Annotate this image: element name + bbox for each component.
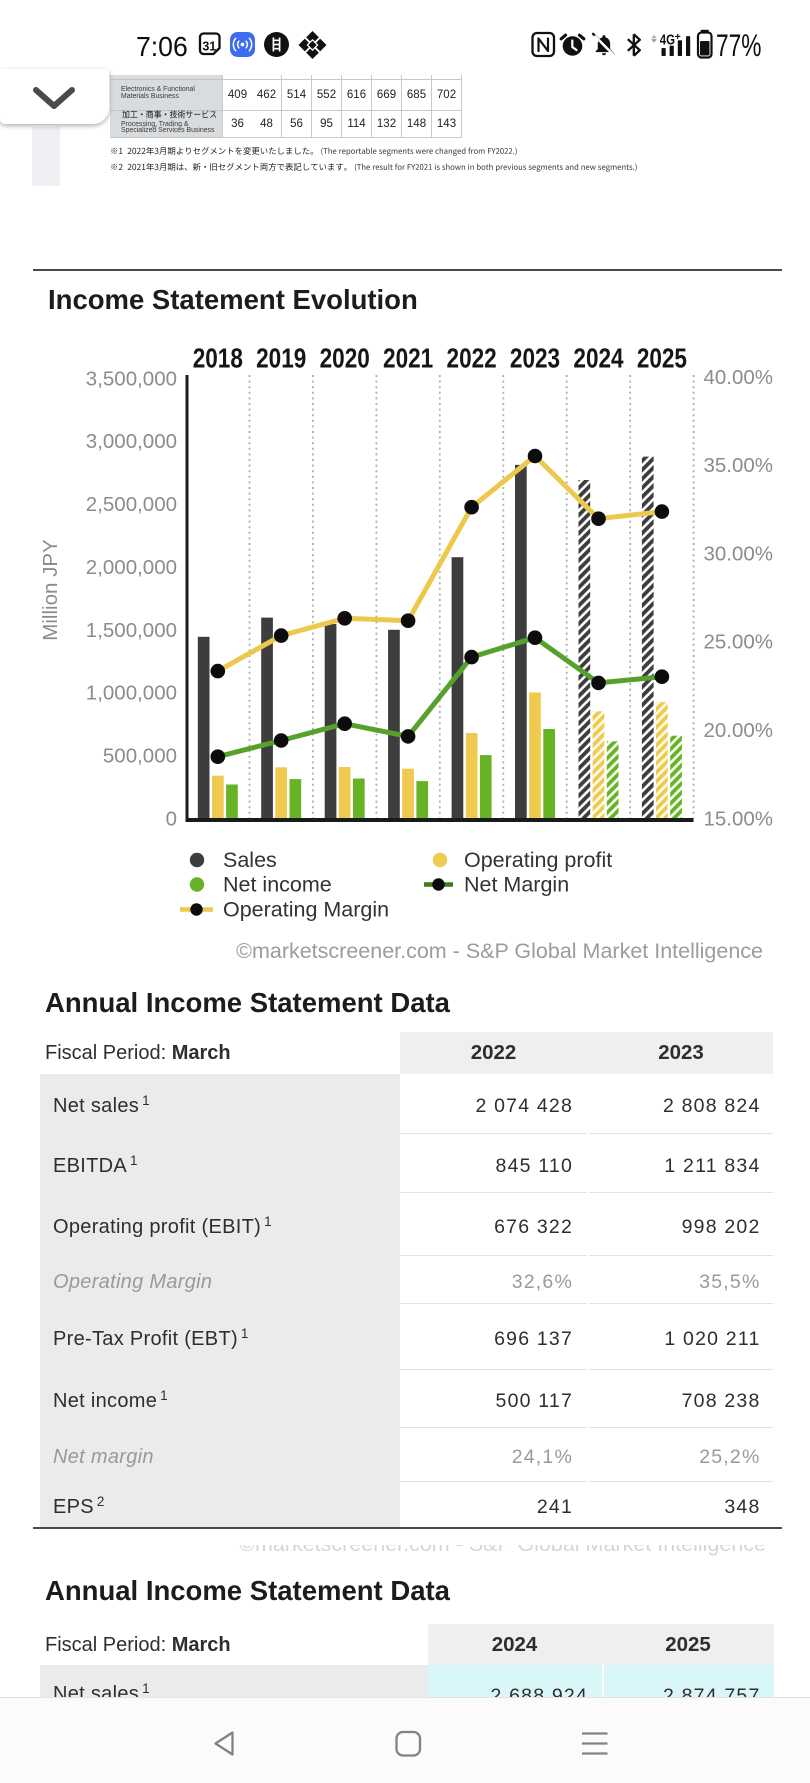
- svg-text:500,000: 500,000: [103, 744, 177, 767]
- svg-text:31: 31: [202, 40, 216, 54]
- svg-text:35.00%: 35.00%: [704, 454, 774, 477]
- svg-text:0: 0: [166, 807, 177, 830]
- svg-text:15.00%: 15.00%: [704, 807, 774, 830]
- svg-text:2022: 2022: [447, 343, 497, 374]
- svg-text:2020: 2020: [320, 343, 370, 374]
- svg-text:30.00%: 30.00%: [704, 542, 774, 565]
- svg-text:Net Margin: Net Margin: [464, 873, 569, 897]
- svg-text:2,500,000: 2,500,000: [86, 493, 177, 516]
- svg-text:25.00%: 25.00%: [704, 631, 774, 654]
- svg-text:77%: 77%: [716, 27, 761, 63]
- svg-text:2018: 2018: [193, 343, 243, 374]
- svg-text:+: +: [675, 31, 681, 43]
- svg-text:2025: 2025: [637, 343, 687, 374]
- svg-text:2019: 2019: [256, 343, 306, 374]
- svg-text:2023: 2023: [510, 343, 560, 374]
- svg-text:Operating Margin: Operating Margin: [223, 898, 389, 922]
- svg-text:2021: 2021: [383, 343, 433, 374]
- svg-text:1,000,000: 1,000,000: [86, 682, 177, 705]
- svg-text:3,500,000: 3,500,000: [86, 367, 177, 390]
- svg-text:Million JPY: Million JPY: [39, 539, 62, 641]
- svg-text:Operating profit: Operating profit: [464, 848, 612, 872]
- svg-text:1,500,000: 1,500,000: [86, 619, 177, 642]
- svg-text:40.00%: 40.00%: [704, 366, 774, 389]
- svg-text:20.00%: 20.00%: [704, 719, 774, 742]
- svg-text:4G: 4G: [660, 31, 675, 48]
- svg-text:2024: 2024: [573, 343, 623, 374]
- svg-text:3,000,000: 3,000,000: [86, 430, 177, 453]
- svg-text:Net income: Net income: [223, 873, 332, 897]
- svg-text:Sales: Sales: [223, 848, 277, 872]
- svg-text:2,000,000: 2,000,000: [86, 556, 177, 579]
